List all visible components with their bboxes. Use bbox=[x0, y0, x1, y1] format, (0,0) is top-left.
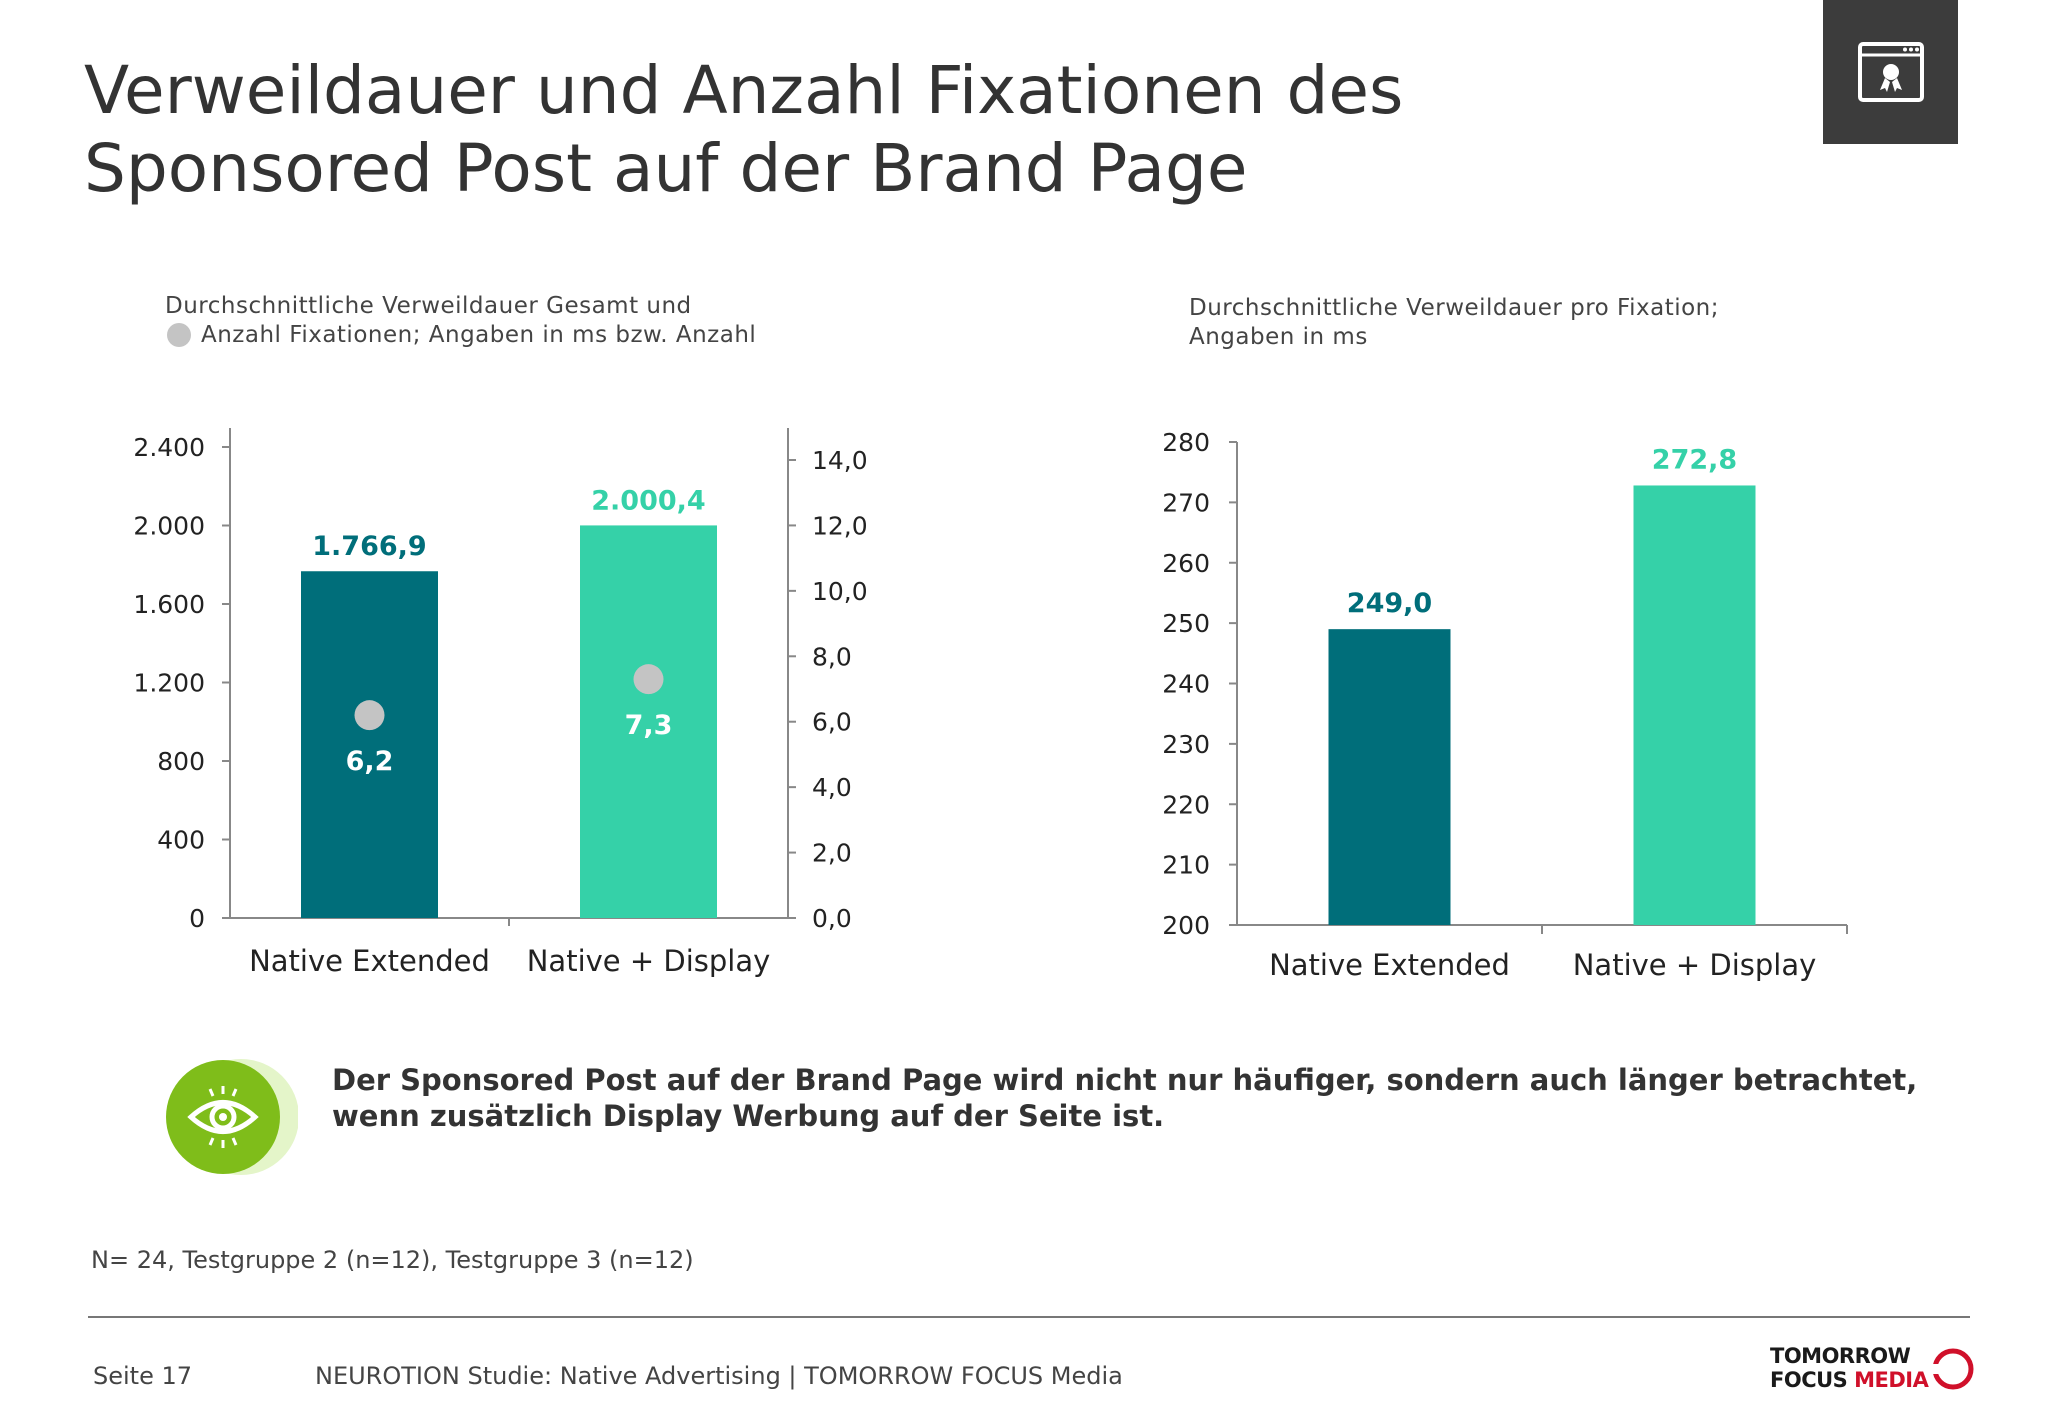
bar-value-label: 1.766,9 bbox=[312, 531, 426, 562]
corner-badge bbox=[1823, 0, 1958, 144]
chart2-subtitle: Durchschnittliche Verweildauer pro Fixat… bbox=[1189, 294, 1719, 352]
logo-ring-icon bbox=[1930, 1348, 1974, 1390]
left-tick-label: 2.400 bbox=[133, 433, 205, 462]
left-tick-label: 0 bbox=[189, 904, 205, 933]
chart1-subtitle-line-1: Durchschnittliche Verweildauer Gesamt un… bbox=[165, 293, 692, 319]
fixation-value-label: 7,3 bbox=[625, 710, 673, 741]
right-tick-label: 4,0 bbox=[812, 773, 852, 802]
fixation-legend-marker bbox=[167, 323, 191, 347]
right-tick-label: 6,0 bbox=[812, 708, 852, 737]
chart2-subtitle-line-2: Angaben in ms bbox=[1189, 324, 1368, 350]
left-tick-label: 2.000 bbox=[133, 512, 205, 541]
footer-source: NEUROTION Studie: Native Advertising | T… bbox=[315, 1362, 1123, 1390]
category-label: Native Extended bbox=[249, 944, 490, 978]
footer-divider bbox=[88, 1316, 1970, 1318]
bar-value-label: 272,8 bbox=[1652, 444, 1737, 475]
bar-value-label: 2.000,4 bbox=[591, 485, 705, 516]
right-tick-label: 10,0 bbox=[812, 577, 868, 606]
right-tick-label: 8,0 bbox=[812, 642, 852, 671]
y-tick-label: 210 bbox=[1162, 851, 1210, 880]
fixation-value-label: 6,2 bbox=[346, 746, 394, 777]
y-tick-label: 260 bbox=[1162, 549, 1210, 578]
eye-icon bbox=[166, 1059, 298, 1175]
logo-line-2: FOCUS MEDIA bbox=[1770, 1368, 1929, 1392]
left-tick-label: 1.200 bbox=[133, 669, 205, 698]
right-tick-label: 0,0 bbox=[812, 904, 852, 933]
category-label: Native Extended bbox=[1269, 948, 1510, 982]
left-tick-label: 400 bbox=[157, 826, 205, 855]
y-tick-label: 200 bbox=[1162, 911, 1210, 940]
chart1-subtitle-line-2: Anzahl Fixationen; Angaben in ms bzw. An… bbox=[201, 322, 757, 348]
logo-line-1: TOMORROW bbox=[1770, 1344, 1911, 1368]
company-logo: TOMORROW FOCUS MEDIA bbox=[1770, 1340, 1980, 1398]
bar-1 bbox=[1633, 485, 1756, 925]
y-tick-label: 220 bbox=[1162, 790, 1210, 819]
page-title-line-2: Sponsored Post auf der Brand Page bbox=[84, 130, 1248, 207]
award-certificate-icon bbox=[1858, 42, 1924, 102]
y-tick-label: 230 bbox=[1162, 730, 1210, 759]
left-tick-label: 1.600 bbox=[133, 590, 205, 619]
page-title: Verweildauer und Anzahl Fixationen des S… bbox=[84, 52, 1584, 208]
page-number: Seite 17 bbox=[93, 1362, 193, 1390]
left-tick-label: 800 bbox=[157, 747, 205, 776]
bar-0 bbox=[301, 571, 438, 918]
y-tick-label: 270 bbox=[1162, 488, 1210, 517]
y-tick-label: 250 bbox=[1162, 609, 1210, 638]
y-tick-label: 240 bbox=[1162, 670, 1210, 699]
y-tick-label: 280 bbox=[1162, 428, 1210, 457]
bar-0 bbox=[1328, 629, 1451, 925]
right-tick-label: 12,0 bbox=[812, 511, 868, 540]
logo-focus: FOCUS bbox=[1770, 1368, 1848, 1392]
chart2-subtitle-line-1: Durchschnittliche Verweildauer pro Fixat… bbox=[1189, 295, 1720, 321]
fixation-point-0 bbox=[354, 700, 385, 731]
key-finding-callout: Der Sponsored Post auf der Brand Page wi… bbox=[332, 1063, 1918, 1133]
page-title-line-1: Verweildauer und Anzahl Fixationen des bbox=[84, 52, 1404, 129]
sample-size-note: N= 24, Testgruppe 2 (n=12), Testgruppe 3… bbox=[91, 1246, 694, 1274]
chart1-subtitle: Durchschnittliche Verweildauer Gesamt un… bbox=[165, 292, 756, 350]
bar-value-label: 249,0 bbox=[1347, 588, 1432, 619]
fixation-point-1 bbox=[633, 664, 664, 695]
logo-media: MEDIA bbox=[1854, 1368, 1929, 1392]
bar-1 bbox=[580, 525, 717, 918]
right-tick-label: 2,0 bbox=[812, 839, 852, 868]
right-tick-label: 14,0 bbox=[812, 446, 868, 475]
category-label: Native + Display bbox=[1573, 948, 1817, 982]
category-label: Native + Display bbox=[527, 944, 771, 978]
